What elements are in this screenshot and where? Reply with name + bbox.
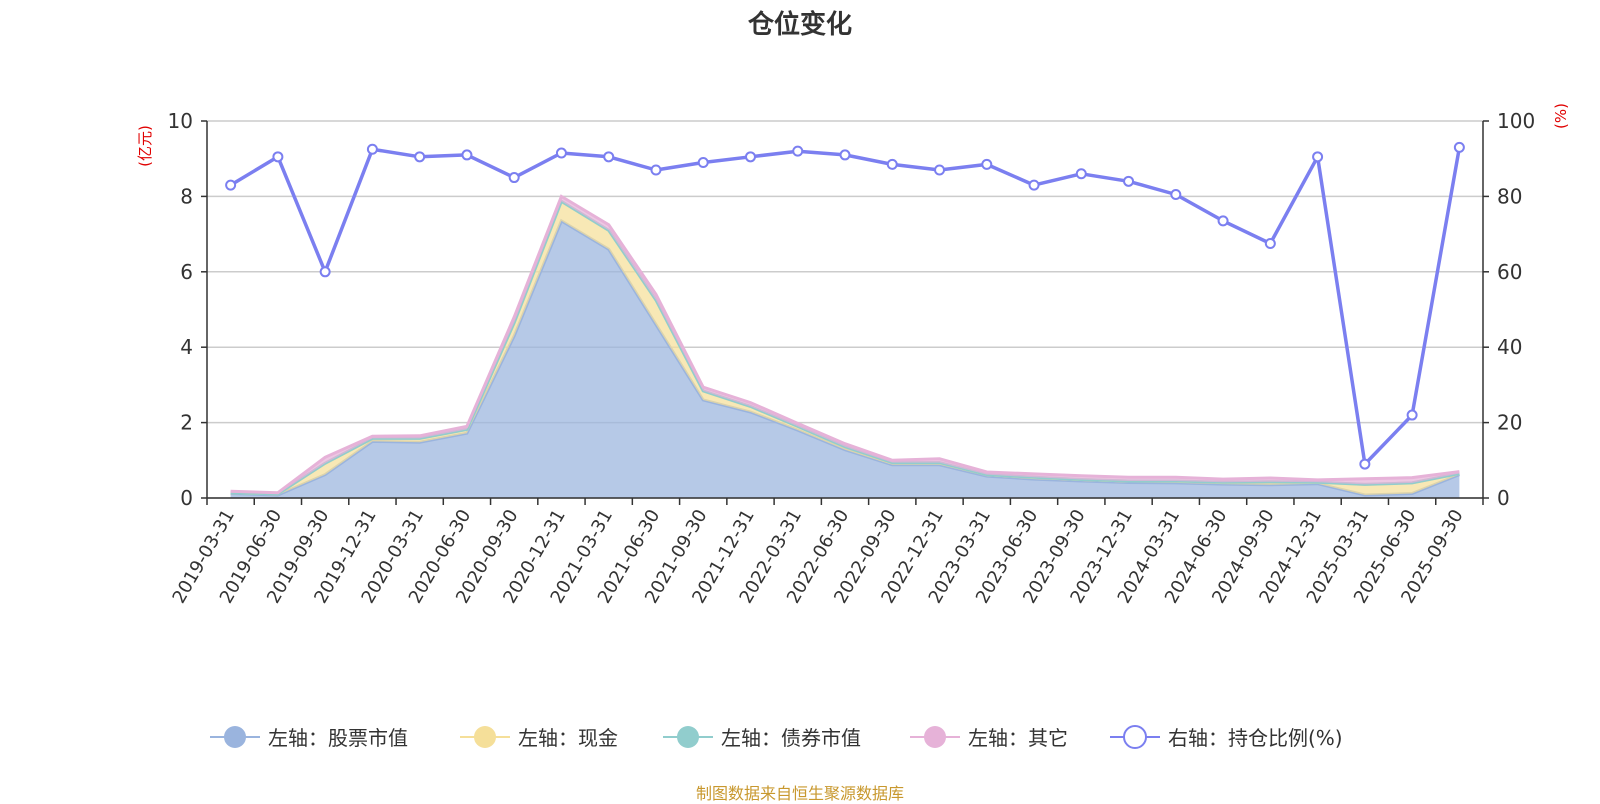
legend-marker <box>474 726 496 748</box>
y-left-tick-label: 2 <box>180 411 193 435</box>
y-left-tick-label: 4 <box>180 335 193 359</box>
holding-ratio-point <box>1264 238 1276 250</box>
area-左轴现金 <box>230 201 1460 496</box>
legend-item[interactable]: 左轴：债券市值 <box>663 726 861 750</box>
holding-ratio-point <box>1028 179 1040 191</box>
holding-ratio-point <box>697 156 709 168</box>
legend-marker <box>224 726 246 748</box>
y-left-tick-label: 8 <box>180 184 193 208</box>
legend-item[interactable]: 左轴：其它 <box>910 726 1068 750</box>
y-right-tick-label: 80 <box>1497 184 1522 208</box>
holding-ratio-point <box>1075 168 1087 180</box>
holding-ratio-point <box>1359 458 1371 470</box>
y-right-tick-label: 60 <box>1497 260 1522 284</box>
chart-title: 仓位变化 <box>747 10 852 40</box>
y-right-tick-label: 40 <box>1497 335 1522 359</box>
holding-ratio-point <box>792 145 804 157</box>
holding-ratio-point <box>1217 215 1229 227</box>
legend-label: 左轴：债券市值 <box>721 726 861 750</box>
holding-ratio-point <box>1453 141 1465 153</box>
holding-ratio-point <box>934 164 946 176</box>
y-right-tick-label: 0 <box>1497 486 1510 510</box>
holding-ratio-point <box>272 151 284 163</box>
holding-ratio-point <box>461 149 473 161</box>
legend-label: 左轴：其它 <box>968 726 1068 750</box>
holding-ratio-point <box>555 147 567 159</box>
y-right-tick-label: 20 <box>1497 411 1522 435</box>
legend-marker <box>677 726 699 748</box>
data-source-note: 制图数据来自恒生聚源数据库 <box>695 784 904 803</box>
holding-ratio-point <box>319 266 331 278</box>
holding-ratio-point <box>603 151 615 163</box>
y-left-unit-label: (亿元) <box>136 125 154 167</box>
legend-item[interactable]: 左轴：现金 <box>460 726 618 750</box>
y-right-tick-label: 100 <box>1497 109 1535 133</box>
holding-ratio-point <box>225 179 237 191</box>
holding-ratio-point <box>1312 151 1324 163</box>
area-左轴股票市值 <box>230 220 1460 498</box>
legend-label: 左轴：股票市值 <box>268 726 408 750</box>
holding-ratio-point <box>839 149 851 161</box>
holding-ratio-point <box>744 151 756 163</box>
holding-ratio-point <box>1170 189 1182 201</box>
holding-ratio-point <box>886 158 898 170</box>
y-left-tick-label: 10 <box>168 109 193 133</box>
legend-item[interactable]: 右轴：持仓比例(%) <box>1110 725 1343 750</box>
legend-item[interactable]: 左轴：股票市值 <box>210 726 408 750</box>
holding-ratio-point <box>414 151 426 163</box>
y-right-unit-label: (%) <box>1552 103 1570 129</box>
holding-ratio-point <box>1406 409 1418 421</box>
area-左轴其它-line <box>230 194 1460 495</box>
holding-ratio-point <box>1123 175 1135 187</box>
holding-ratio-line <box>229 147 1462 466</box>
y-left-tick-label: 6 <box>180 260 193 284</box>
holding-ratio-point <box>366 143 378 155</box>
legend-marker <box>1123 725 1147 749</box>
holding-ratio-point <box>981 158 993 170</box>
y-left-tick-label: 0 <box>180 486 193 510</box>
holding-ratio-point <box>650 164 662 176</box>
legend-label: 左轴：现金 <box>518 726 618 750</box>
legend-label: 右轴：持仓比例(%) <box>1168 726 1343 750</box>
holding-ratio-point <box>508 172 520 184</box>
legend-marker <box>924 726 946 748</box>
